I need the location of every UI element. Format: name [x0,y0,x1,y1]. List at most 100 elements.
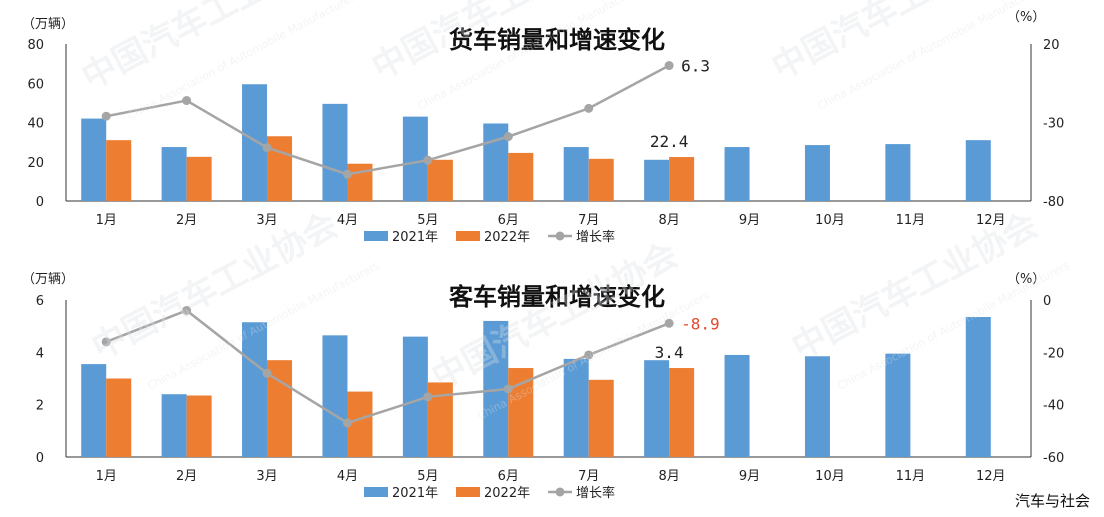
bar-2021年-4月 [322,335,348,457]
bar-2021年-1月 [81,364,107,457]
bar-2021年-11月 [885,144,911,201]
bar-2022年-1月 [106,140,132,201]
data-label: 22.4 [650,132,689,151]
y2-tick-label: 0 [1043,294,1051,309]
y-tick-label: 80 [27,38,44,53]
chart-title: 客车销量和增速变化 [449,283,665,311]
y-axis-unit: （万辆） [22,17,74,32]
legend-swatch [364,487,388,497]
bar-2021年-7月 [563,147,589,201]
data-label: 3.4 [655,343,684,362]
x-tick-label: 9月 [739,213,760,228]
x-tick-label: 3月 [256,213,277,228]
x-tick-label: 2月 [176,213,197,228]
growth-rate-line [105,64,670,176]
bar-2021年-4月 [322,103,348,201]
y-axis-unit: （万辆） [22,272,74,287]
bar-2021年-9月 [724,147,750,201]
x-tick-label: 9月 [739,469,760,484]
growth-rate-point [584,350,594,360]
x-tick-label: 7月 [578,213,599,228]
y-tick-label: 20 [27,156,44,171]
x-tick-label: 6月 [498,213,519,228]
y2-tick-label: -60 [1043,451,1064,466]
bar-2021年-1月 [81,118,107,201]
bar-2022年-7月 [588,379,614,457]
bar-2022年-7月 [588,158,614,201]
bar-2021年-12月 [965,140,991,201]
y-tick-label: 0 [36,451,44,466]
y2-axis-unit: （%） [1007,10,1045,25]
y-tick-label: 40 [27,117,44,132]
y-tick-label: 4 [36,346,44,361]
y2-tick-label: -80 [1043,195,1064,210]
bar-2021年-11月 [885,353,911,457]
bar-2021年-10月 [804,145,830,201]
growth-rate-line [105,309,670,425]
bar-2022年-5月 [427,159,453,201]
x-tick-label: 4月 [337,469,358,484]
x-tick-label: 6月 [498,469,519,484]
bar-2022年-2月 [186,156,212,201]
x-tick-label: 11月 [896,469,926,484]
bar-2021年-3月 [242,84,268,201]
x-tick-label: 5月 [417,469,438,484]
y2-tick-label: 20 [1043,38,1060,53]
y-tick-label: 0 [36,195,44,210]
bar-2022年-4月 [347,163,373,201]
bar-2021年-7月 [563,358,589,457]
data-label: -8.9 [681,314,720,333]
growth-rate-point [342,418,352,428]
x-tick-label: 2月 [176,469,197,484]
x-tick-label: 1月 [96,213,117,228]
legend-label: 2021年 [392,230,438,245]
bar-2022年-8月 [669,157,695,201]
growth-rate-point [664,318,674,328]
legend-label: 增长率 [576,485,615,501]
growth-rate-point [182,305,192,315]
bar-2022年-6月 [508,152,534,201]
x-tick-label: 1月 [96,469,117,484]
y2-tick-label: -30 [1043,117,1064,132]
growth-rate-point [101,337,111,347]
bar-2021年-3月 [242,322,268,457]
bar-2022年-2月 [186,395,212,457]
chart-title: 货车销量和增速变化 [449,26,665,54]
y-tick-label: 2 [36,399,44,414]
bar-2021年-2月 [161,147,187,201]
legend-label: 2022年 [484,230,530,245]
legend-swatch [456,487,480,497]
growth-rate-point [342,169,352,179]
x-tick-label: 8月 [658,469,679,484]
source-credit: 汽车与社会 [1014,492,1090,510]
legend-swatch [364,231,388,241]
x-tick-label: 10月 [815,213,845,228]
x-tick-label: 8月 [658,213,679,228]
x-tick-label: 11月 [896,213,926,228]
bar-2021年-12月 [965,317,991,457]
legend-swatch [456,231,480,241]
growth-rate-point [262,143,272,153]
x-tick-label: 3月 [256,469,277,484]
bar-2021年-9月 [724,354,750,457]
legend-swatch-marker [555,231,565,241]
growth-rate-point [584,103,594,113]
legend-swatch-marker [555,487,565,497]
y2-axis-unit: （%） [1007,272,1045,287]
bar-2022年-6月 [508,368,534,457]
x-tick-label: 5月 [417,213,438,228]
growth-rate-point [664,61,674,71]
legend-label: 2021年 [392,486,438,501]
x-tick-label: 12月 [976,469,1006,484]
bar-2022年-1月 [106,378,132,457]
bar-2022年-8月 [669,368,695,457]
growth-rate-point [423,392,433,402]
growth-rate-point [423,155,433,165]
x-tick-label: 4月 [337,213,358,228]
bar-2021年-8月 [644,360,670,457]
growth-rate-point [262,368,272,378]
x-tick-label: 10月 [815,469,845,484]
data-label: 6.3 [681,57,710,76]
bar-2021年-8月 [644,159,670,201]
